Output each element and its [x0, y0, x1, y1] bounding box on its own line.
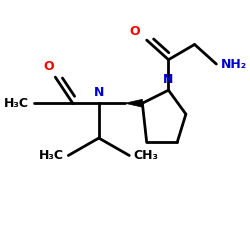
Text: N: N — [163, 73, 174, 86]
Text: O: O — [130, 25, 140, 38]
Polygon shape — [125, 99, 142, 107]
Text: NH₂: NH₂ — [221, 58, 247, 70]
Text: H₃C: H₃C — [4, 97, 29, 110]
Text: CH₃: CH₃ — [134, 149, 159, 162]
Text: N: N — [94, 86, 104, 99]
Text: O: O — [44, 60, 54, 73]
Text: H₃C: H₃C — [39, 149, 64, 162]
